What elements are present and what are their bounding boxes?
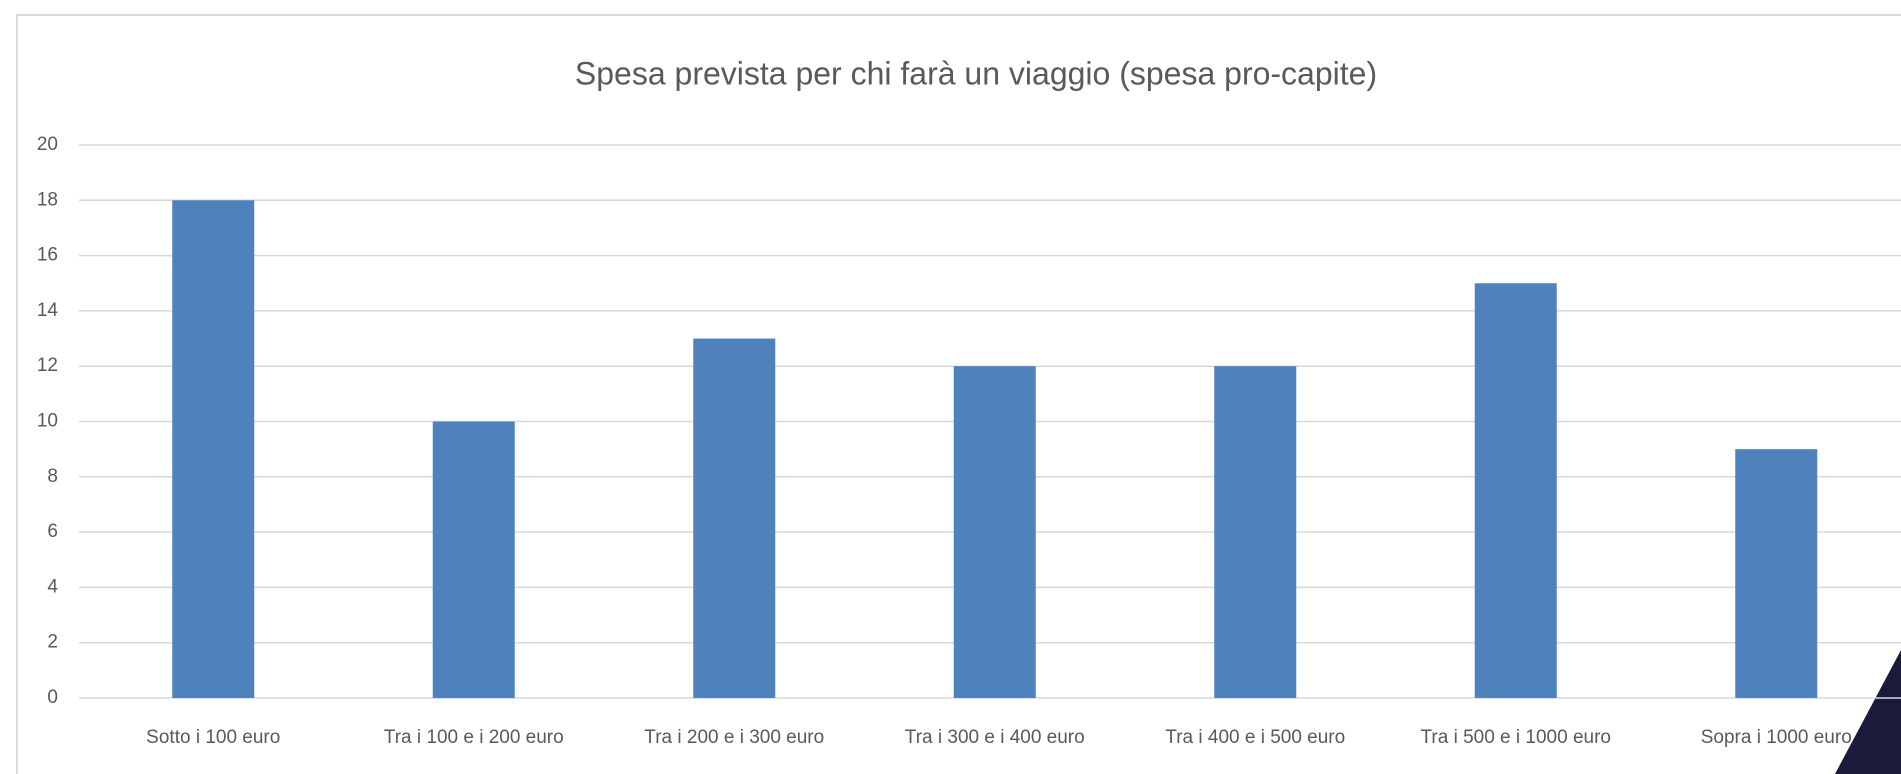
y-tick-label: 6 xyxy=(47,521,58,542)
chart-border xyxy=(16,14,1901,774)
bar xyxy=(1474,283,1557,698)
y-tick-label: 8 xyxy=(47,466,58,487)
y-tick-label: 20 xyxy=(37,134,58,155)
corner-decoration xyxy=(1835,650,1901,774)
bar xyxy=(1214,366,1297,698)
chart-title: Spesa prevista per chi farà un viaggio (… xyxy=(575,55,1377,91)
x-tick-label: Sopra i 1000 euro xyxy=(1701,727,1852,748)
bar xyxy=(172,200,255,699)
y-tick-label: 16 xyxy=(37,245,58,266)
bar xyxy=(953,366,1036,698)
y-tick-label: 0 xyxy=(47,687,58,708)
y-tick-label: 2 xyxy=(47,632,58,653)
x-tick-label: Sotto i 100 euro xyxy=(146,727,280,748)
x-tick-label: Tra i 300 e i 400 euro xyxy=(905,727,1085,748)
y-tick-label: 4 xyxy=(47,576,58,597)
y-tick-label: 10 xyxy=(37,411,58,432)
y-tick-label: 12 xyxy=(37,355,58,376)
x-tick-label: Tra i 200 e i 300 euro xyxy=(644,727,824,748)
bar xyxy=(432,421,515,698)
x-tick-label: Tra i 500 e i 1000 euro xyxy=(1421,727,1611,748)
x-tick-label: Tra i 400 e i 500 euro xyxy=(1165,727,1345,748)
x-tick-label: Tra i 100 e i 200 euro xyxy=(384,727,564,748)
bar xyxy=(1735,449,1818,698)
y-tick-label: 18 xyxy=(37,189,58,210)
bar xyxy=(693,338,776,698)
y-tick-label: 14 xyxy=(37,300,59,321)
